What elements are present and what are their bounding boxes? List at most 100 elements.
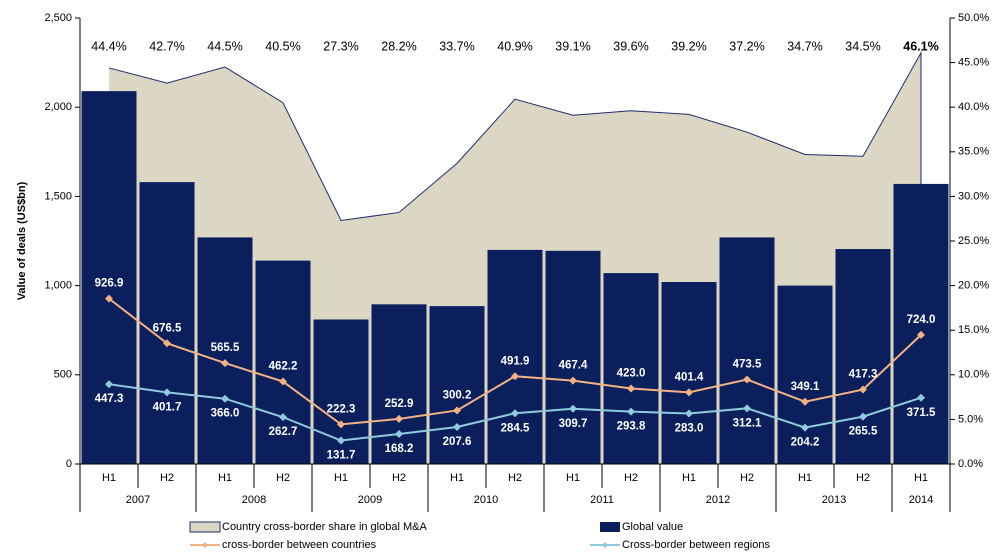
bar [81,91,137,465]
x-tick-label: H2 [392,472,406,484]
share-label: 42.7% [149,39,184,53]
y2-tick-label: 10.0% [958,369,989,381]
y-tick-label: 500 [54,369,72,381]
share-label: 44.5% [207,39,242,53]
x-tick-label: H2 [508,472,522,484]
data-label: 462.2 [269,361,298,373]
data-label: 447.3 [95,393,124,405]
line-marker [163,388,171,397]
share-label: 40.5% [265,39,300,53]
line-marker [221,359,229,368]
line-marker [279,377,287,386]
bar [487,249,543,464]
bar [255,260,311,464]
y2-tick-label: 30.0% [958,190,989,202]
data-label: 491.9 [501,355,530,367]
line-marker [743,404,751,413]
line-marker [511,409,519,418]
line-marker [337,420,345,429]
y2-tick-label: 45.0% [958,57,989,69]
line-marker [685,409,693,418]
share-label: 44.4% [91,39,126,53]
line-marker [511,372,519,381]
x-tick-label: H1 [914,472,928,484]
data-label: 349.1 [791,381,820,393]
line-marker [685,388,693,397]
x-tick-label: H1 [218,472,232,484]
line-marker [569,376,577,385]
line-marker [337,436,345,445]
y-tick-label: 1,000 [44,280,72,292]
group-label: 2011 [590,494,614,506]
data-label: 926.9 [95,278,124,290]
line-marker [627,407,635,416]
line-marker [859,412,867,421]
data-label: 401.4 [675,371,704,383]
data-label: 168.2 [385,443,414,455]
share-label: 33.7% [439,39,474,53]
legend-swatch [602,542,608,548]
line-marker [395,414,403,423]
line-marker [627,384,635,393]
group-label: 2012 [706,494,730,506]
data-label: 724.0 [907,314,936,326]
y-tick-label: 2,000 [44,101,72,113]
y2-tick-label: 50.0% [958,12,989,24]
data-label: 300.2 [443,389,472,401]
y-axis-label: Value of deals (US$bn) [16,181,28,300]
share-label: 28.2% [381,39,416,53]
legend-label: cross-border between countries [222,539,377,551]
y-tick-label: 2,500 [44,12,72,24]
data-label: 262.7 [269,426,298,438]
x-tick-label: H1 [682,472,696,484]
data-label: 283.0 [675,423,704,435]
x-tick-label: H2 [160,472,174,484]
y2-tick-label: 20.0% [958,280,989,292]
x-tick-label: H1 [450,472,464,484]
share-label: 34.5% [845,39,880,53]
bar [371,304,427,464]
data-label: 309.7 [559,418,588,430]
legend-label: Global value [622,521,683,533]
line-marker [569,404,577,413]
line-marker [859,385,867,394]
line-marker [453,422,461,431]
x-tick-label: H2 [740,472,754,484]
line-marker [105,294,113,303]
x-tick-label: H1 [102,472,116,484]
legend-swatch [202,542,208,548]
y-tick-label: 0 [66,458,72,470]
bar [429,306,485,464]
y2-tick-label: 5.0% [958,413,983,425]
share-label: 37.2% [729,39,764,53]
line-marker [395,429,403,438]
line-marker [221,394,229,403]
line-marker [917,330,925,339]
data-label: 204.2 [791,437,820,449]
data-label: 293.8 [617,421,646,433]
x-tick-label: H2 [856,472,870,484]
share-line [108,50,922,464]
group-label: 2007 [126,494,150,506]
share-label: 39.1% [555,39,590,53]
line-marker [801,423,809,432]
share-label: 39.2% [671,39,706,53]
data-label: 222.3 [327,403,356,415]
group-label: 2008 [242,494,266,506]
legend-label: Country cross-border share in global M&A [222,521,427,533]
y2-tick-label: 25.0% [958,235,989,247]
data-label: 252.9 [385,398,414,410]
data-label: 284.5 [501,422,530,434]
data-label: 401.7 [153,401,182,413]
line-marker [279,413,287,422]
data-label: 207.6 [443,436,472,448]
share-label: 39.6% [613,39,648,53]
data-label: 371.5 [907,407,936,419]
data-label: 265.5 [849,426,878,438]
data-label: 366.0 [211,408,240,420]
share-label: 34.7% [787,39,822,53]
share-label: 27.3% [323,39,358,53]
legend-label: Cross-border between regions [622,539,770,551]
y2-tick-label: 0.0% [958,458,983,470]
